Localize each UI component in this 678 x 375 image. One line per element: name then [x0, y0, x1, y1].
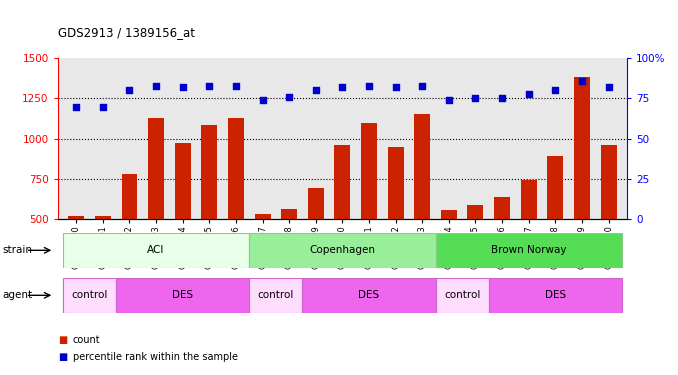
- Point: [391, 84, 401, 90]
- Point: [177, 84, 188, 90]
- Bar: [254, 214, 271, 300]
- Point: [98, 104, 108, 110]
- Point: [337, 84, 348, 90]
- Point: [283, 94, 294, 100]
- Bar: [95, 216, 111, 300]
- Point: [311, 87, 321, 93]
- Point: [550, 87, 561, 93]
- Text: DES: DES: [172, 290, 193, 300]
- Text: Brown Norway: Brown Norway: [491, 245, 566, 255]
- Bar: [228, 118, 244, 300]
- Point: [523, 91, 534, 97]
- Bar: [489, 278, 622, 313]
- Point: [470, 96, 481, 102]
- Text: count: count: [73, 335, 100, 345]
- Point: [71, 104, 81, 110]
- Bar: [334, 145, 351, 300]
- Bar: [547, 156, 563, 300]
- Text: control: control: [71, 290, 108, 300]
- Text: control: control: [258, 290, 294, 300]
- Bar: [250, 232, 435, 268]
- Point: [363, 82, 374, 88]
- Bar: [116, 278, 250, 313]
- Text: DES: DES: [359, 290, 380, 300]
- Bar: [281, 209, 297, 300]
- Text: DES: DES: [544, 290, 566, 300]
- Bar: [494, 197, 510, 300]
- Bar: [414, 114, 431, 300]
- Bar: [201, 125, 218, 300]
- Bar: [302, 278, 435, 313]
- Text: ■: ■: [58, 352, 67, 362]
- Point: [576, 78, 587, 84]
- Point: [497, 96, 508, 102]
- Bar: [601, 145, 616, 300]
- Point: [231, 82, 241, 88]
- Bar: [441, 210, 457, 300]
- Bar: [68, 216, 84, 300]
- Text: strain: strain: [2, 245, 32, 255]
- Bar: [467, 205, 483, 300]
- Bar: [250, 278, 302, 313]
- Point: [443, 97, 454, 103]
- Text: control: control: [444, 290, 480, 300]
- Text: ACI: ACI: [147, 245, 165, 255]
- Text: Copenhagen: Copenhagen: [309, 245, 376, 255]
- Bar: [175, 143, 191, 300]
- Text: GDS2913 / 1389156_at: GDS2913 / 1389156_at: [58, 26, 195, 39]
- Bar: [435, 278, 489, 313]
- Text: agent: agent: [2, 290, 32, 300]
- Bar: [574, 78, 590, 300]
- Bar: [121, 174, 138, 300]
- Point: [124, 87, 135, 93]
- Text: percentile rank within the sample: percentile rank within the sample: [73, 352, 237, 362]
- Point: [603, 84, 614, 90]
- Bar: [361, 123, 377, 300]
- Point: [257, 97, 268, 103]
- Bar: [308, 188, 324, 300]
- Bar: [148, 118, 164, 300]
- Bar: [63, 278, 116, 313]
- Bar: [388, 147, 403, 300]
- Point: [204, 82, 215, 88]
- Bar: [63, 232, 250, 268]
- Point: [151, 82, 161, 88]
- Bar: [521, 180, 537, 300]
- Text: ■: ■: [58, 335, 67, 345]
- Bar: [435, 232, 622, 268]
- Point: [417, 82, 428, 88]
